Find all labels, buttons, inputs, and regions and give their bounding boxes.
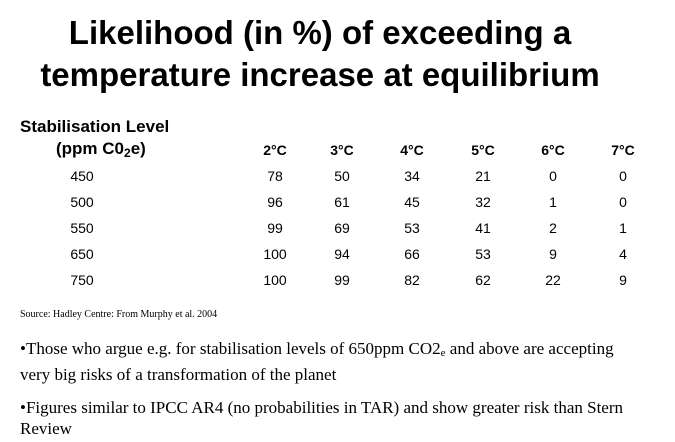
table-cell: 2 (549, 220, 557, 236)
table-cell: 22 (545, 272, 561, 288)
table-cell: 78 (267, 168, 283, 184)
table-cell: 94 (334, 246, 350, 262)
row-level-label: 550 (70, 220, 94, 236)
table-cell: 53 (475, 246, 491, 262)
table-cell: 0 (619, 168, 627, 184)
bullet-point-1: •Those who argue e.g. for stabilisation … (20, 338, 640, 385)
units-prefix: (ppm C0 (56, 139, 124, 158)
table-cell: 1 (619, 220, 627, 236)
table-cell: 4 (619, 246, 627, 262)
table-cell: 66 (404, 246, 420, 262)
table-cell: 99 (267, 220, 283, 236)
column-header: 7°C (611, 142, 635, 158)
table-cell: 41 (475, 220, 491, 236)
column-header: 3°C (330, 142, 354, 158)
table-cell: 21 (475, 168, 491, 184)
column-header: 5°C (471, 142, 495, 158)
bullet-1-subscript: e (440, 347, 446, 359)
bullet-1-text-a: •Those who argue e.g. for stabilisation … (20, 339, 441, 358)
bullet-point-2: •Figures similar to IPCC AR4 (no probabi… (20, 398, 623, 438)
column-header: 4°C (400, 142, 424, 158)
table-cell: 99 (334, 272, 350, 288)
units-suffix: e) (130, 139, 146, 158)
source-note: Source: Hadley Centre: From Murphy et al… (20, 309, 218, 320)
table-cell: 0 (549, 168, 557, 184)
units-subscript: 2 (124, 146, 131, 160)
table-cell: 53 (404, 220, 420, 236)
column-header: 6°C (541, 142, 565, 158)
title-line-1: Likelihood (in %) of exceeding a (68, 14, 572, 51)
table-header-units: (ppm C02e) (56, 138, 146, 164)
table-header-stabilisation: Stabilisation Level (20, 117, 170, 136)
table-cell: 9 (549, 246, 557, 262)
row-level-label: 500 (70, 194, 94, 210)
table-cell: 45 (404, 194, 420, 210)
slide-title: Likelihood (in %) of exceeding a tempera… (0, 12, 640, 96)
bullet-1-text-b: and above are accepting very big risks o… (20, 339, 614, 384)
row-level-label: 650 (70, 246, 94, 262)
table-cell: 34 (404, 168, 420, 184)
table-cell: 0 (619, 194, 627, 210)
row-level-label: 750 (70, 272, 94, 288)
table-cell: 96 (267, 194, 283, 210)
title-line-2: temperature increase at equilibrium (40, 56, 600, 93)
column-header: 2°C (263, 142, 287, 158)
table-cell: 32 (475, 194, 491, 210)
table-cell: 100 (263, 246, 287, 262)
row-level-label: 450 (70, 168, 94, 184)
table-cell: 9 (619, 272, 627, 288)
table-cell: 100 (263, 272, 287, 288)
table-cell: 62 (475, 272, 491, 288)
table-cell: 61 (334, 194, 350, 210)
table-cell: 82 (404, 272, 420, 288)
table-cell: 1 (549, 194, 557, 210)
table-cell: 50 (334, 168, 350, 184)
table-cell: 69 (334, 220, 350, 236)
